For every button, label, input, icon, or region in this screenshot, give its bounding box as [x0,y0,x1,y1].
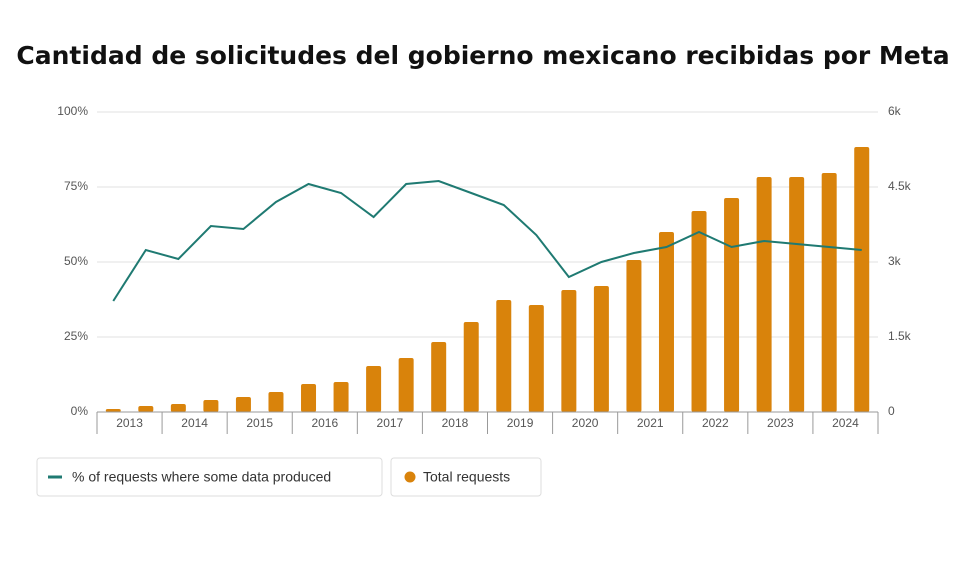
legend-box [36,457,383,497]
bar [658,232,674,412]
bar [105,409,121,412]
bar [333,382,349,412]
x-tick-label: 2017 [377,416,404,430]
bar [138,406,154,412]
bar [170,404,186,412]
bar [561,290,577,412]
legend-label: Total requests [423,469,510,485]
bar [203,400,219,412]
x-tick-label: 2018 [442,416,469,430]
x-tick-label: 2022 [702,416,729,430]
y2-tick-label: 0 [888,404,895,418]
bar [301,384,317,412]
bar [756,177,772,412]
bar [789,177,805,412]
x-tick-label: 2020 [572,416,599,430]
chart-title: Cantidad de solicitudes del gobierno mex… [16,41,949,70]
bar [463,322,479,412]
bar [854,147,870,412]
x-tick-label: 2019 [507,416,534,430]
legend-swatch [404,471,416,483]
bar [398,358,414,412]
y-tick-label: 25% [64,329,88,343]
bar [496,300,512,412]
x-tick-label: 2015 [246,416,273,430]
bar [691,211,707,412]
bar [366,366,382,412]
x-tick-label: 2021 [637,416,664,430]
x-tick-label: 2023 [767,416,794,430]
y-tick-label: 75% [64,179,88,193]
y2-tick-label: 3k [888,254,902,268]
bar [593,286,609,412]
x-tick-label: 2013 [116,416,143,430]
bar [626,260,642,412]
bar [821,173,837,412]
x-tick-label: 2016 [311,416,338,430]
y-tick-label: 100% [57,104,88,118]
bar [724,198,740,412]
bar [235,397,251,412]
y2-tick-label: 6k [888,104,902,118]
x-tick-label: 2024 [832,416,859,430]
y-tick-label: 0% [71,404,89,418]
bar [431,342,447,412]
y2-tick-label: 1.5k [888,329,912,343]
y-tick-label: 50% [64,254,88,268]
legend-label: % of requests where some data produced [72,469,331,485]
line [112,179,862,302]
x-tick-label: 2014 [181,416,208,430]
y2-tick-label: 4.5k [888,179,912,193]
bar [528,305,544,412]
bar [268,392,284,412]
legend-box [390,457,542,497]
